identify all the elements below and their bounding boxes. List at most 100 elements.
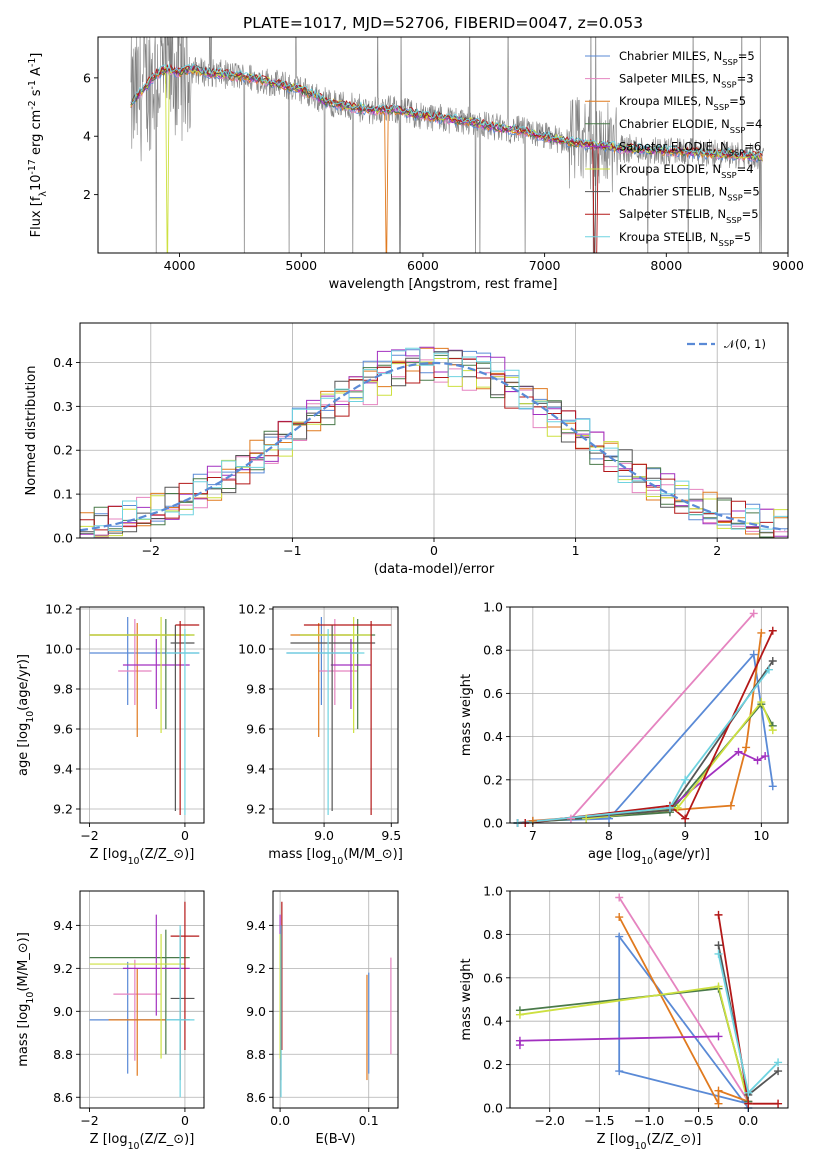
y-tick-label: 9.2 [53, 802, 73, 817]
marker-point [681, 814, 690, 823]
marker-point [742, 743, 751, 752]
marker-point [761, 752, 770, 761]
plot-area [89, 617, 200, 815]
x-axis-label: (data-model)/error [374, 562, 495, 577]
x-tick-label: −0.5 [683, 1113, 713, 1128]
x-tick-label: −1 [283, 543, 301, 558]
x-axis-label: E(B-V) [315, 1132, 355, 1147]
marker-point [757, 698, 766, 707]
x-tick-label: 4000 [164, 258, 196, 273]
legend-label: Kroupa STELIB, NSSP=5 [619, 230, 751, 248]
y-tick-label: 9.4 [53, 762, 73, 777]
y-tick-label: 10.2 [45, 602, 73, 617]
marker-point [744, 1099, 753, 1108]
x-tick-label: 6000 [407, 258, 439, 273]
x-axis-label: Z [log10(Z/Z_⊙)] [90, 847, 195, 867]
y-tick-label: 9.0 [246, 1004, 266, 1019]
x-tick-label: 8000 [650, 258, 682, 273]
y-tick-label: 8.6 [53, 1090, 73, 1105]
x-tick-label: 0 [181, 1113, 189, 1128]
marker-point [714, 949, 723, 958]
x-axis-label: Z [log10(Z/Z_⊙)] [90, 1132, 195, 1152]
y-tick-label: 10.0 [238, 642, 266, 657]
series-kroupa-stelib [517, 669, 770, 823]
plot-area [89, 901, 200, 1098]
histogram-kroupa-stelib [80, 347, 788, 538]
x-axis-label: Z [log10(Z/Z_⊙)] [597, 1132, 702, 1152]
y-tick-label: 10.0 [45, 642, 73, 657]
plot-area [286, 617, 392, 815]
marker-point [774, 1099, 783, 1108]
series-chabrier-miles [618, 933, 750, 1108]
y-tick-label: 6 [83, 70, 91, 85]
marker-point [605, 814, 614, 823]
x-tick-label: 1 [572, 543, 580, 558]
x-tick-label: 0 [181, 828, 189, 843]
series-kroupa-elodie [519, 985, 750, 1104]
legend-label: Kroupa ELODIE, NSSP=4 [619, 162, 754, 180]
chart-spectrum: 4000 5000 6000 7000 8000 9000 2 4 6 wavelength [A… [27, 14, 804, 292]
y-tick-label: 0.2 [483, 1057, 503, 1072]
marker-point [768, 782, 777, 791]
y-tick-label: 2 [83, 187, 91, 202]
legend-label: Chabrier ELODIE, NSSP=4 [619, 117, 762, 135]
chart-title: PLATE=1017, MJD=52706, FIBERID=0047, z=0… [243, 14, 643, 32]
normal-curve [80, 361, 786, 532]
x-tick-label: 7 [529, 828, 537, 843]
marker-point [734, 747, 743, 756]
x-tick-label: 0.0 [270, 1113, 290, 1128]
x-tick-label: 7000 [529, 258, 561, 273]
y-tick-label: 9.8 [246, 682, 266, 697]
y-axis-label: age [log10(age/yr)] [16, 654, 36, 776]
x-tick-label: 9.5 [381, 828, 401, 843]
y-tick-label: 9.6 [246, 722, 266, 737]
x-tick-label: 9000 [772, 258, 804, 273]
marker-point [726, 801, 735, 810]
y-tick-label: 0.0 [483, 816, 503, 831]
x-tick-label: −1.0 [634, 1113, 664, 1128]
x-tick-label: 2 [713, 543, 721, 558]
marker-point [714, 982, 723, 991]
marker-point [515, 1010, 524, 1019]
x-tick-label: 5000 [285, 258, 317, 273]
y-tick-label: 8.6 [246, 1090, 266, 1105]
y-tick-label: 0.4 [483, 729, 503, 744]
y-tick-label: 9.0 [53, 1004, 73, 1019]
marker-point [764, 665, 773, 674]
y-tick-label: 9.4 [246, 918, 266, 933]
x-tick-label: 10 [753, 828, 769, 843]
marker-point [515, 1036, 524, 1045]
x-axis-label: age [log10(age/yr)] [588, 847, 710, 867]
x-tick-label: −2 [80, 1113, 98, 1128]
y-tick-label: 0.0 [483, 1101, 503, 1116]
axes-frame [97, 36, 789, 254]
series-chabrier-miles [517, 652, 774, 823]
y-tick-label: 4 [83, 129, 91, 144]
x-tick-label: −1.5 [584, 1113, 614, 1128]
chart-massweight-vs-age: 7 8 9 10 0.0 0.2 0.4 0.6 0.8 1.0 age [log10(age/yr… [459, 600, 789, 867]
marker-point [714, 910, 723, 919]
y-tick-label: 9.2 [53, 961, 73, 976]
legend-label: Chabrier STELIB, NSSP=5 [619, 185, 760, 203]
marker-point [757, 628, 766, 637]
model-spectrum-kroupa-stelib [130, 63, 763, 159]
x-tick-label: 0 [430, 543, 438, 558]
marker-point [749, 609, 758, 618]
y-axis-label: Flux [fλ10-17 erg cm-2 s-1 A-1] [27, 53, 49, 238]
legend-label: Kroupa MILES, NSSP=5 [619, 94, 746, 112]
chart-mass-vs-Z: −2 0 8.6 8.8 9.0 9.2 9.4 Z [log10(Z/Z_⊙)] mass [… [16, 890, 205, 1152]
marker-point [744, 1088, 753, 1097]
marker-point [714, 941, 723, 950]
x-tick-label: 9 [681, 828, 689, 843]
y-tick-label: 0.6 [483, 970, 503, 985]
x-tick-label: −2.0 [535, 1113, 565, 1128]
plot-area [80, 346, 788, 538]
marker-point [615, 893, 624, 902]
marker-point [714, 1032, 723, 1041]
chart-residuals: −2 −1 0 1 2 0.0 0.1 0.2 0.3 0.4 (data-model)/error… [24, 322, 789, 577]
legend-label: Salpeter ELODIE, NSSP=6 [619, 139, 761, 157]
marker-point [582, 814, 591, 823]
y-tick-label: 0.2 [53, 443, 73, 458]
y-axis-label: Normed distribution [24, 366, 39, 496]
series-chabrier-stelib [517, 660, 774, 823]
